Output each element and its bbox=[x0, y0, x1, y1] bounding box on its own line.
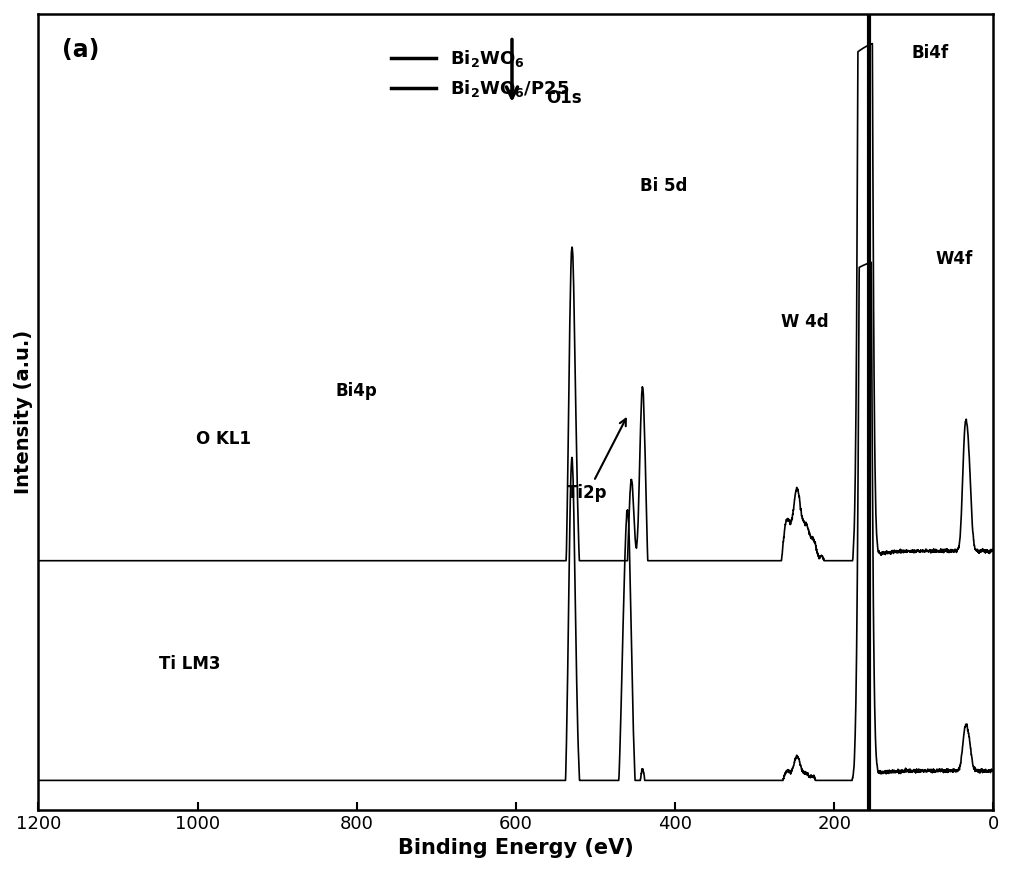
Text: Bi 5d: Bi 5d bbox=[639, 176, 687, 194]
Text: W 4d: W 4d bbox=[781, 313, 829, 331]
Text: Ti2p: Ti2p bbox=[567, 419, 626, 502]
Y-axis label: Intensity (a.u.): Intensity (a.u.) bbox=[14, 330, 32, 494]
Text: O KL1: O KL1 bbox=[196, 431, 250, 448]
Text: Bi4f: Bi4f bbox=[912, 44, 948, 62]
Text: O1s: O1s bbox=[546, 89, 581, 106]
Legend: $\bf{Bi_2WO_6}$, $\bf{Bi_2WO_6}$/P25: $\bf{Bi_2WO_6}$, $\bf{Bi_2WO_6}$/P25 bbox=[382, 39, 578, 108]
Text: Ti LM3: Ti LM3 bbox=[159, 655, 221, 673]
Text: (a): (a) bbox=[63, 37, 99, 62]
Text: Bi4p: Bi4p bbox=[336, 382, 378, 399]
Text: W4f: W4f bbox=[935, 249, 972, 268]
X-axis label: Binding Energy (eV): Binding Energy (eV) bbox=[398, 838, 634, 858]
